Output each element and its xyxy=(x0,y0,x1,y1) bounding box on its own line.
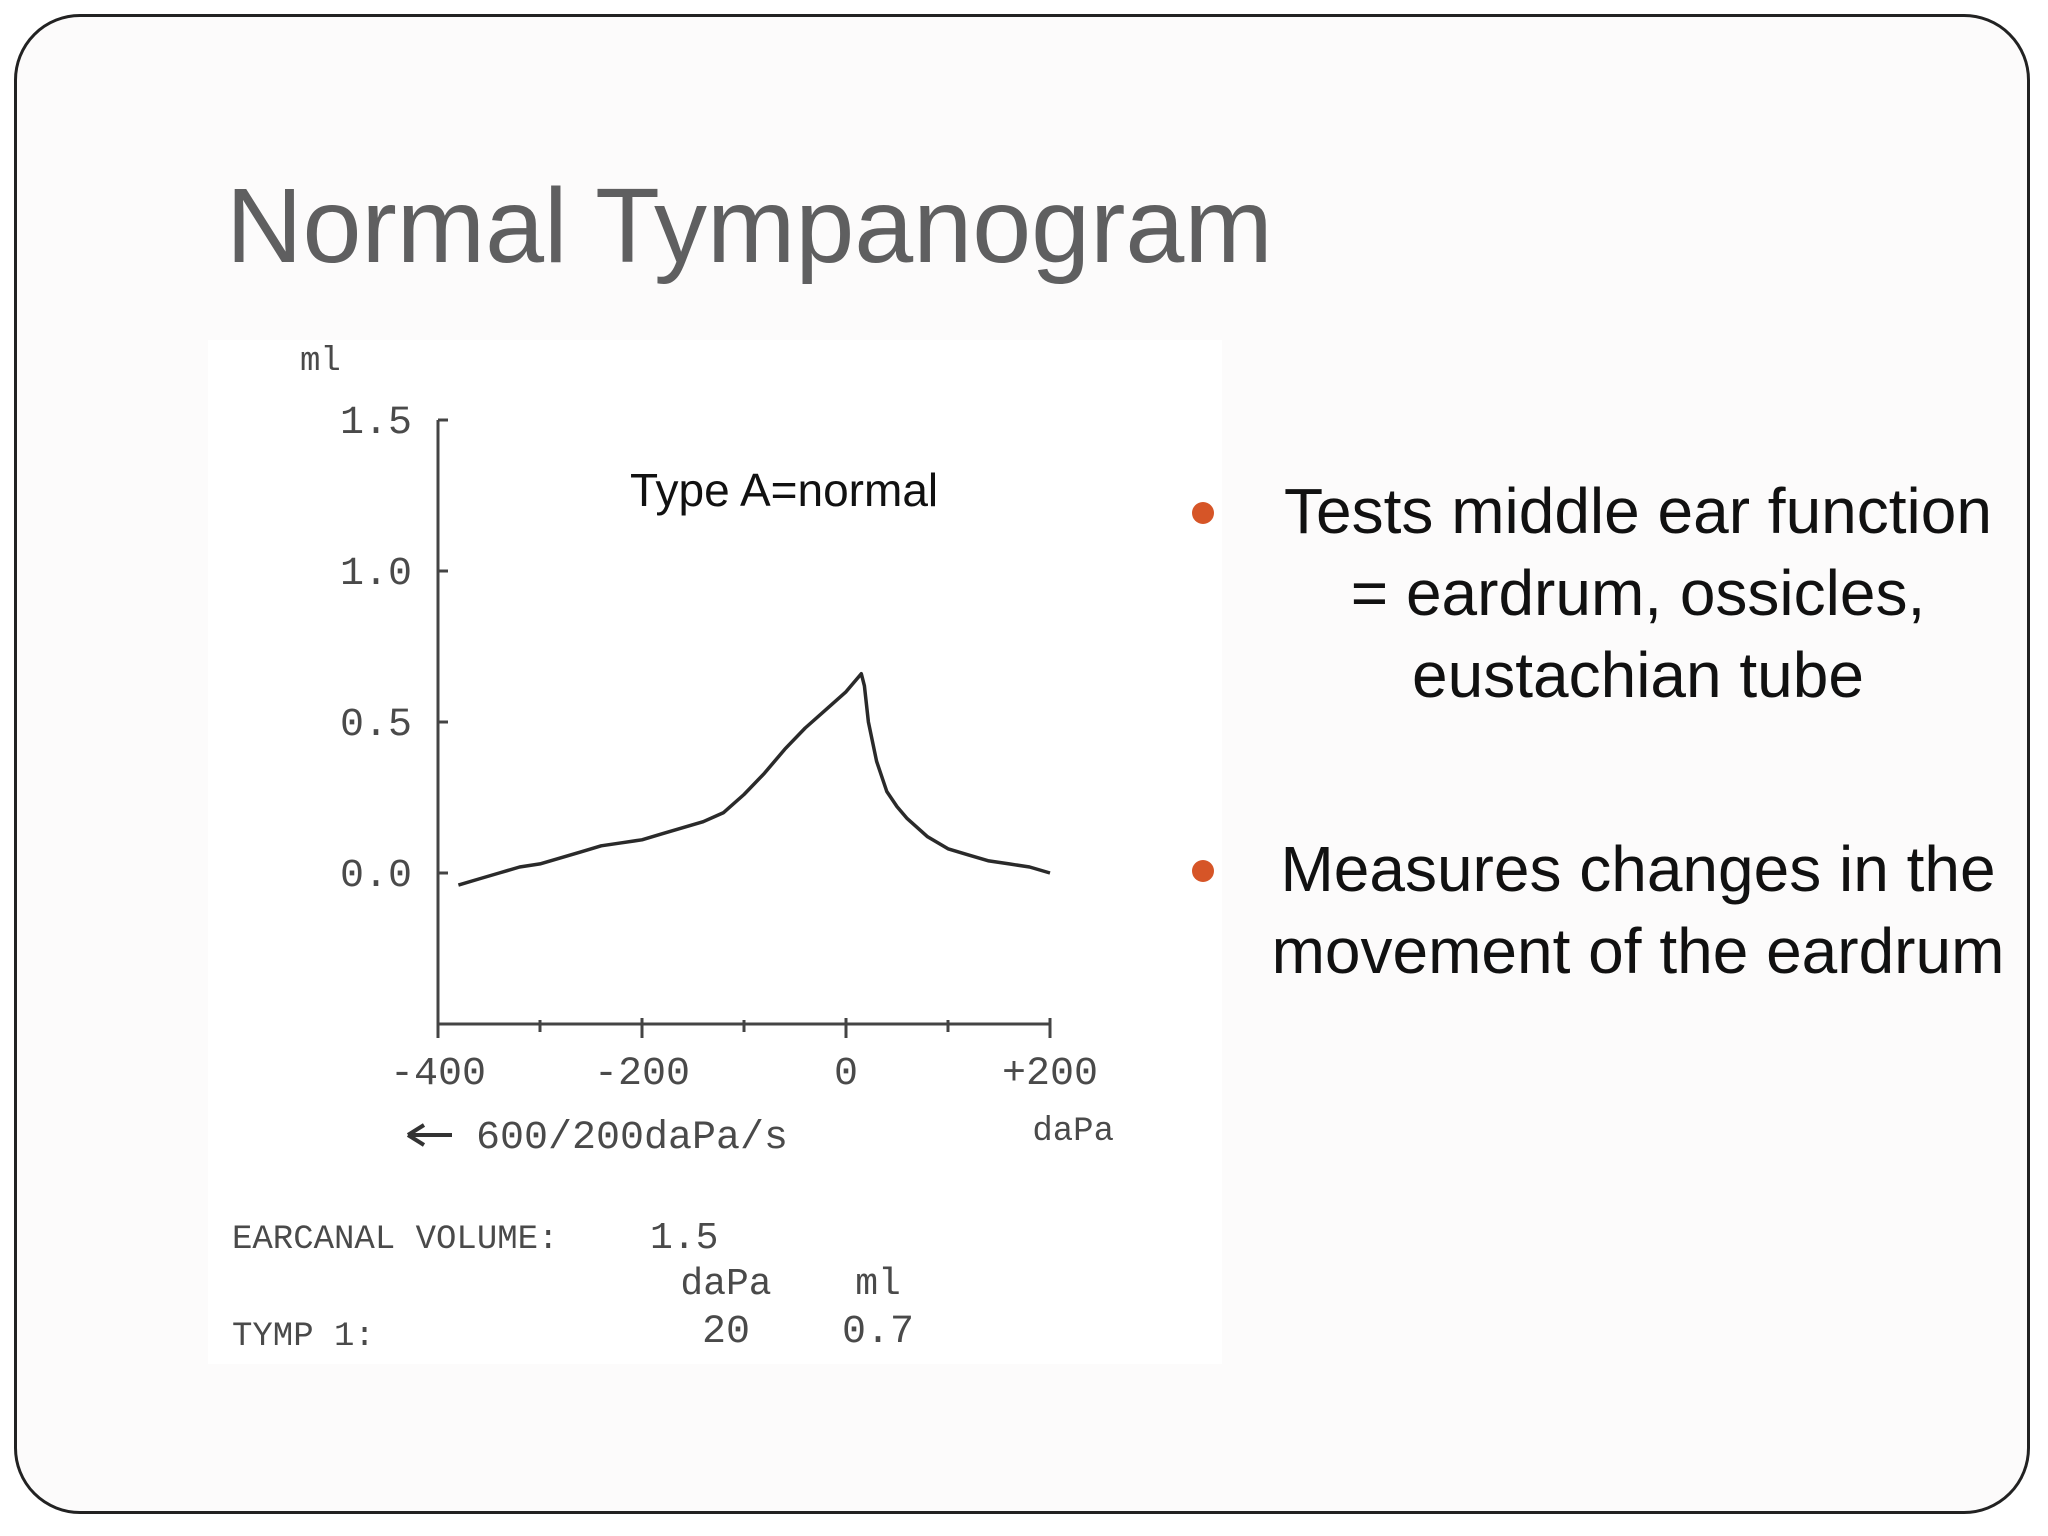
bullet-text: Tests middle ear function = eardrum, oss… xyxy=(1284,475,1992,711)
tymp-label: TYMP 1: xyxy=(232,1318,375,1356)
sweep-direction-arrow-icon xyxy=(406,1123,452,1147)
readout-block: EARCANAL VOLUME: 1.5 daPa ml TYMP 1: 20 … xyxy=(232,1217,914,1356)
tympanogram-chart: 1.5 1.0 0.5 0.0 -400 -200 0 +200 ml Type A=norm… xyxy=(232,343,1114,1356)
y-tick-label: 1.0 xyxy=(340,552,412,597)
axes-layer: 1.5 1.0 0.5 0.0 -400 -200 0 +200 xyxy=(340,401,1098,1097)
labels-layer: ml Type A=normal daPa 600/200daPa/s xyxy=(300,343,1114,1161)
bullet-list: Tests middle ear function = eardrum, oss… xyxy=(1180,470,2040,992)
series-layer xyxy=(457,671,1051,887)
sweep-rate-label: 600/200daPa/s xyxy=(476,1116,788,1161)
earcanal-volume-value: 1.5 xyxy=(650,1217,718,1260)
earcanal-volume-label: EARCANAL VOLUME: xyxy=(232,1221,558,1259)
y-tick-label: 0.0 xyxy=(340,854,412,899)
y-tick-label: 1.5 xyxy=(340,401,412,446)
slide-title: Normal Tympanogram xyxy=(226,167,1273,285)
x-axis-unit-label: daPa xyxy=(1032,1113,1114,1151)
bullet-dot-icon xyxy=(1192,860,1214,882)
tymp-volume-value: 0.7 xyxy=(842,1310,914,1355)
y-axis-label: ml xyxy=(300,343,341,381)
readout-unit-dapa: daPa xyxy=(680,1263,771,1306)
tympanogram-curve xyxy=(457,671,1051,887)
chart-annotation: Type A=normal xyxy=(630,464,938,516)
tymp-pressure-value: 20 xyxy=(702,1310,750,1355)
bullet-item: Measures changes in the movement of the … xyxy=(1180,828,2040,992)
x-tick-label: -200 xyxy=(594,1052,690,1097)
x-tick-label: +200 xyxy=(1002,1052,1098,1097)
bullet-dot-icon xyxy=(1192,502,1214,524)
x-tick-label: 0 xyxy=(834,1052,858,1097)
x-tick-label: -400 xyxy=(390,1052,486,1097)
bullet-item: Tests middle ear function = eardrum, oss… xyxy=(1180,470,2040,716)
bullet-text: Measures changes in the movement of the … xyxy=(1271,833,2005,987)
y-tick-label: 0.5 xyxy=(340,703,412,748)
readout-unit-ml: ml xyxy=(855,1263,901,1306)
tympanogram-figure: 1.5 1.0 0.5 0.0 -400 -200 0 +200 ml Type A=norm… xyxy=(208,340,1222,1364)
